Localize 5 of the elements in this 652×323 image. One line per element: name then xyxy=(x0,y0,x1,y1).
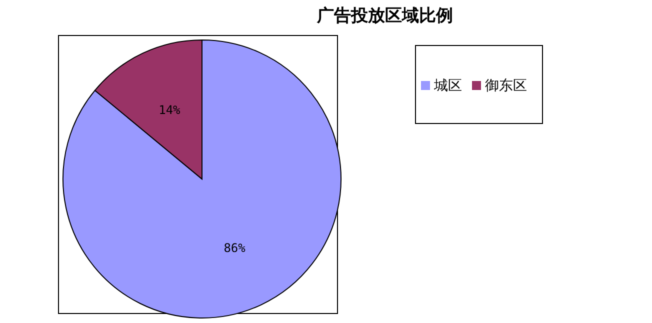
data-label: 14% xyxy=(158,102,182,117)
data-label: 86% xyxy=(224,241,246,256)
chart-title: 广告投放区域比例 xyxy=(316,5,454,27)
legend-label: 城区 xyxy=(434,78,462,94)
legend-label: 御东区 xyxy=(485,78,527,94)
